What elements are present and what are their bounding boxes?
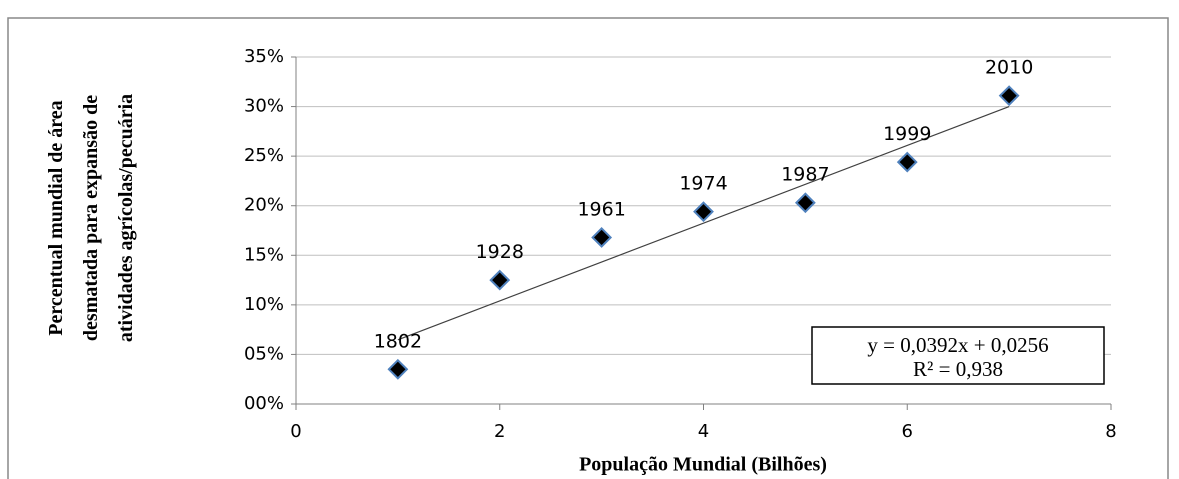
trendline-equation: y = 0,0392x + 0,0256 bbox=[867, 333, 1048, 357]
trendline bbox=[397, 106, 1010, 341]
point-label: 1928 bbox=[476, 241, 524, 263]
y-axis-title-line: desmatada para expansão de bbox=[80, 95, 102, 341]
data-point bbox=[693, 201, 714, 223]
y-tick-label: 00% bbox=[244, 393, 284, 414]
y-tick-label: 05% bbox=[244, 343, 284, 364]
point-label: 1987 bbox=[781, 164, 829, 186]
y-axis-title-line: atividades agrícolas/pecuária bbox=[115, 94, 137, 342]
data-point bbox=[794, 192, 816, 214]
y-tick-label: 25% bbox=[244, 145, 284, 166]
equation-box bbox=[811, 326, 1105, 385]
x-tick-label: 0 bbox=[290, 421, 301, 442]
y-tick-label: 35% bbox=[244, 46, 284, 67]
y-tick-label: 10% bbox=[244, 294, 284, 315]
x-tick-label: 6 bbox=[902, 421, 913, 442]
point-label: 2010 bbox=[985, 57, 1033, 79]
point-label: 1999 bbox=[883, 123, 931, 145]
data-point bbox=[591, 227, 613, 248]
x-axis-title: População Mundial (Bilhões) bbox=[579, 454, 827, 476]
data-point bbox=[387, 358, 409, 380]
x-tick-label: 4 bbox=[698, 421, 709, 442]
data-point bbox=[998, 85, 1020, 107]
y-tick-label: 30% bbox=[244, 96, 284, 117]
x-tick-label: 2 bbox=[494, 421, 505, 442]
y-axis-title: Percentual mundial de área desmatada par… bbox=[45, 94, 137, 342]
point-label: 1961 bbox=[577, 198, 625, 220]
trendline-r-squared: R² = 0,938 bbox=[913, 357, 1003, 381]
y-axis-title-line: Percentual mundial de área bbox=[45, 100, 67, 335]
point-label: 1802 bbox=[374, 330, 422, 352]
x-tick-label: 8 bbox=[1105, 421, 1116, 442]
y-tick-label: 20% bbox=[244, 195, 284, 216]
y-tick-label: 15% bbox=[244, 244, 284, 265]
data-point bbox=[489, 269, 511, 291]
data-point bbox=[896, 151, 918, 173]
point-label: 1974 bbox=[679, 173, 727, 195]
chart-frame bbox=[7, 17, 1169, 479]
